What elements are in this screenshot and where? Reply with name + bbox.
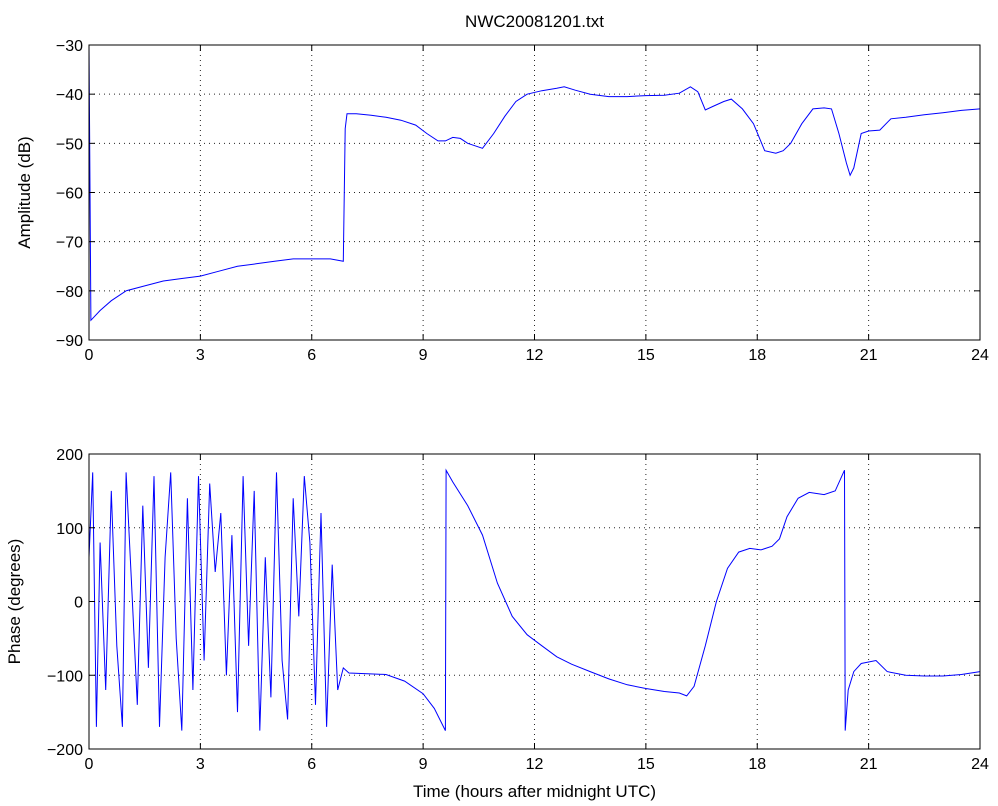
- y-tick-label: 100: [56, 521, 83, 538]
- phase-chart: 0 3 6 9 12 15 18 21 24 −200 −100 0 100 200 Phase (deg…: [5, 447, 989, 801]
- x-tick-label: 6: [307, 756, 316, 773]
- x-tick-label: 24: [971, 756, 989, 773]
- phase-ticks: 0 3 6 9 12 15 18 21 24 −200 −100 0 100 200: [47, 447, 989, 773]
- x-tick-label: 3: [196, 756, 205, 773]
- x-tick-label: 0: [85, 756, 94, 773]
- y-tick-label: −80: [56, 284, 83, 301]
- amplitude-chart: 0 3 6 9 12 15 18 21 24 −90 −80 −70 −60 −50 −40 −30 NWC2…: [15, 12, 989, 364]
- x-axis-label: Time (hours after midnight UTC): [413, 782, 656, 801]
- y-tick-label: −50: [56, 136, 83, 153]
- y-tick-label: −70: [56, 235, 83, 252]
- x-tick-label: 12: [526, 347, 544, 364]
- amplitude-series-line: [88, 44, 981, 322]
- x-tick-label: 15: [637, 756, 655, 773]
- x-tick-label: 3: [196, 347, 205, 364]
- x-tick-label: 15: [637, 347, 655, 364]
- y-tick-label: −60: [56, 186, 83, 203]
- x-tick-label: 6: [307, 347, 316, 364]
- x-tick-label: 21: [860, 347, 878, 364]
- y-tick-label: −40: [56, 87, 83, 104]
- x-tick-label: 24: [971, 347, 989, 364]
- chart-title: NWC20081201.txt: [465, 12, 604, 31]
- phase-y-axis-label: Phase (degrees): [5, 539, 24, 665]
- y-tick-label: −30: [56, 38, 83, 55]
- y-tick-label: 0: [74, 595, 83, 612]
- y-tick-label: −200: [47, 742, 83, 759]
- amplitude-ticks: 0 3 6 9 12 15 18 21 24 −90 −80 −70 −60 −50 −40 −30: [56, 38, 989, 364]
- y-tick-label: −100: [47, 668, 83, 685]
- x-tick-label: 18: [748, 347, 766, 364]
- x-tick-label: 9: [419, 347, 428, 364]
- phase-grid: [89, 454, 980, 749]
- x-tick-label: 0: [85, 347, 94, 364]
- amplitude-y-axis-label: Amplitude (dB): [15, 136, 34, 248]
- x-tick-label: 21: [860, 756, 878, 773]
- y-tick-label: −90: [56, 333, 83, 350]
- amplitude-grid: [89, 45, 980, 340]
- x-tick-label: 9: [419, 756, 428, 773]
- y-tick-label: 200: [56, 447, 83, 464]
- x-tick-label: 18: [748, 756, 766, 773]
- x-tick-label: 12: [526, 756, 544, 773]
- phase-series-line: [88, 468, 981, 731]
